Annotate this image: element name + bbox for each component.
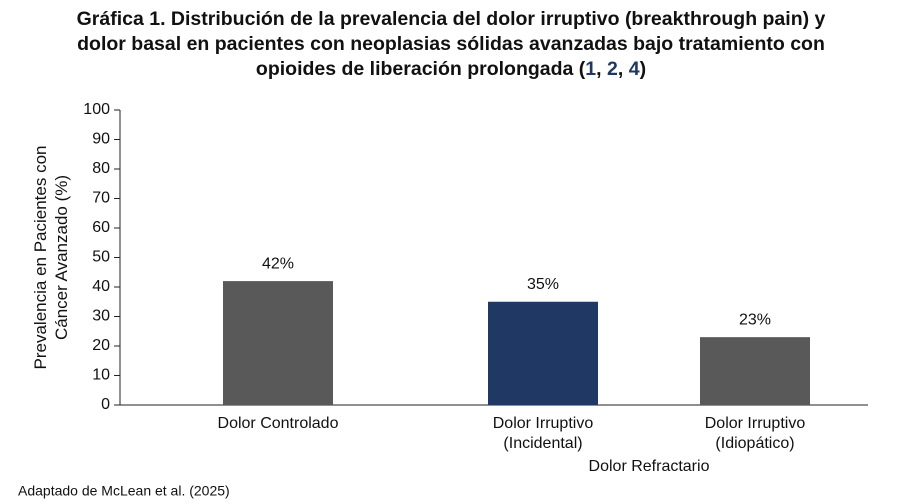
y-tick-label: 90 [92,131,110,148]
bar [700,337,810,405]
x-tick-label: Dolor Irruptivo [493,415,594,432]
x-tick-label: (Idiopático) [715,435,794,452]
value-label: 42% [262,255,294,272]
y-tick-label: 70 [92,190,110,207]
x-tick-label: (Incidental) [503,435,582,452]
y-tick-label: 40 [92,278,110,295]
y-axis-label-line: Cáncer Avanzado (%) [52,175,71,340]
y-tick-label: 10 [92,367,110,384]
value-label: 35% [527,276,559,293]
y-tick-label: 60 [92,219,110,236]
y-tick-label: 50 [92,249,110,266]
source-note: Adaptado de McLean et al. (2025) [18,483,230,499]
title-part: 2 [607,58,618,80]
y-axis-label-line: Prevalencia en Pacientes con [31,146,50,370]
chart-title: opioides de liberación prolongada (1, 2,… [256,58,646,80]
x-tick-label: Dolor Irruptivo [705,415,806,432]
bar [488,301,598,405]
bar [223,281,333,405]
title-part: ) [640,58,647,80]
y-tick-label: 20 [92,337,110,354]
y-tick-label: 100 [83,101,110,118]
title-part: , [618,58,629,80]
y-tick-label: 80 [92,160,110,177]
value-label: 23% [739,311,771,328]
title-part: 1 [585,58,596,80]
x-tick-label: Dolor Controlado [218,415,339,432]
y-axis-label: Prevalencia en Pacientes con Cáncer Avanz… [31,146,71,370]
y-tick-label: 0 [101,396,110,413]
chart-title: dolor basal en pacientes con neoplasias … [77,33,825,55]
chart-title: Gráfica 1. Distribución de la prevalenci… [77,8,826,30]
title-part: opioides de liberación prolongada ( [256,58,586,80]
title-part: , [596,58,607,80]
y-tick-label: 30 [92,308,110,325]
category-group-label: Dolor Refractario [589,458,710,475]
title-part: 4 [629,58,640,80]
